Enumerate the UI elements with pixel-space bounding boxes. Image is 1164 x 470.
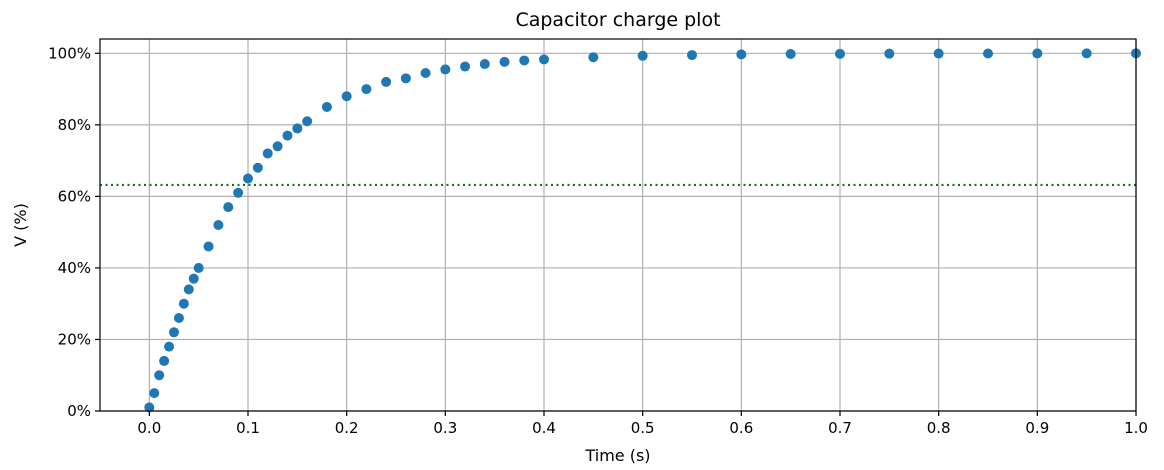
y-tick-label: 80% [58, 116, 91, 134]
x-axis-ticks: 0.0 0.1 0.2 0.3 0.4 0.5 0.6 0.7 0.8 0.9 1.0 [137, 411, 1148, 437]
data-point [400, 73, 411, 84]
grid [100, 39, 1137, 412]
x-tick-label: 0.7 [828, 419, 852, 437]
data-point [736, 49, 747, 60]
data-point [460, 61, 471, 72]
data-point [884, 48, 895, 59]
data-point [785, 49, 796, 60]
data-point [1081, 48, 1092, 59]
data-point [233, 187, 244, 198]
y-tick-label: 0% [67, 402, 91, 420]
data-point [420, 67, 431, 78]
data-point [164, 341, 175, 352]
x-tick-label: 0.2 [335, 419, 359, 437]
data-point [149, 388, 160, 399]
x-tick-label: 0.3 [433, 419, 457, 437]
data-point [381, 76, 392, 87]
y-axis-label: V (%) [11, 203, 30, 247]
y-tick-label: 60% [58, 187, 91, 205]
x-tick-label: 1.0 [1124, 419, 1148, 437]
plot-frame [99, 38, 1137, 412]
data-point [243, 173, 253, 184]
data-points [144, 48, 1141, 413]
data-point [183, 284, 194, 295]
x-axis-label: Time (s) [584, 446, 650, 465]
data-point [302, 116, 313, 127]
data-point [178, 298, 189, 309]
data-point [282, 130, 293, 141]
data-point [154, 370, 165, 381]
chart-title: Capacitor charge plot [515, 9, 720, 31]
data-point [188, 273, 199, 284]
data-point [1032, 48, 1043, 59]
data-point [519, 55, 530, 66]
data-point [193, 262, 204, 273]
data-point [169, 327, 179, 338]
data-point [292, 123, 303, 134]
data-point [440, 64, 451, 75]
data-point [173, 313, 184, 323]
x-tick-label: 0.4 [532, 419, 556, 437]
data-point [539, 54, 549, 65]
data-point [213, 220, 224, 230]
data-point [144, 402, 155, 413]
data-point [687, 50, 697, 61]
data-point [223, 202, 234, 213]
data-point [637, 50, 648, 61]
data-point [499, 56, 510, 67]
y-tick-label: 100% [48, 44, 91, 62]
x-tick-label: 0.6 [729, 419, 753, 437]
x-tick-label: 0.0 [137, 419, 161, 437]
x-tick-label: 0.8 [927, 419, 951, 437]
data-point [341, 91, 352, 102]
data-point [835, 48, 845, 59]
data-point [272, 141, 283, 152]
data-point [479, 59, 490, 70]
data-point [252, 162, 263, 173]
data-point [361, 84, 372, 95]
x-tick-label: 0.9 [1025, 419, 1049, 437]
data-point [588, 52, 599, 63]
x-tick-label: 0.5 [631, 419, 655, 437]
y-tick-label: 20% [58, 330, 91, 348]
y-axis-ticks: 0% 20% 40% 60% 80% 100% [48, 44, 100, 420]
data-point [203, 241, 214, 252]
data-point [983, 48, 993, 59]
x-tick-label: 0.1 [236, 419, 260, 437]
data-point [262, 148, 273, 159]
data-point [159, 355, 170, 366]
data-point [933, 48, 944, 59]
y-tick-label: 40% [58, 259, 91, 277]
data-point [321, 101, 332, 112]
